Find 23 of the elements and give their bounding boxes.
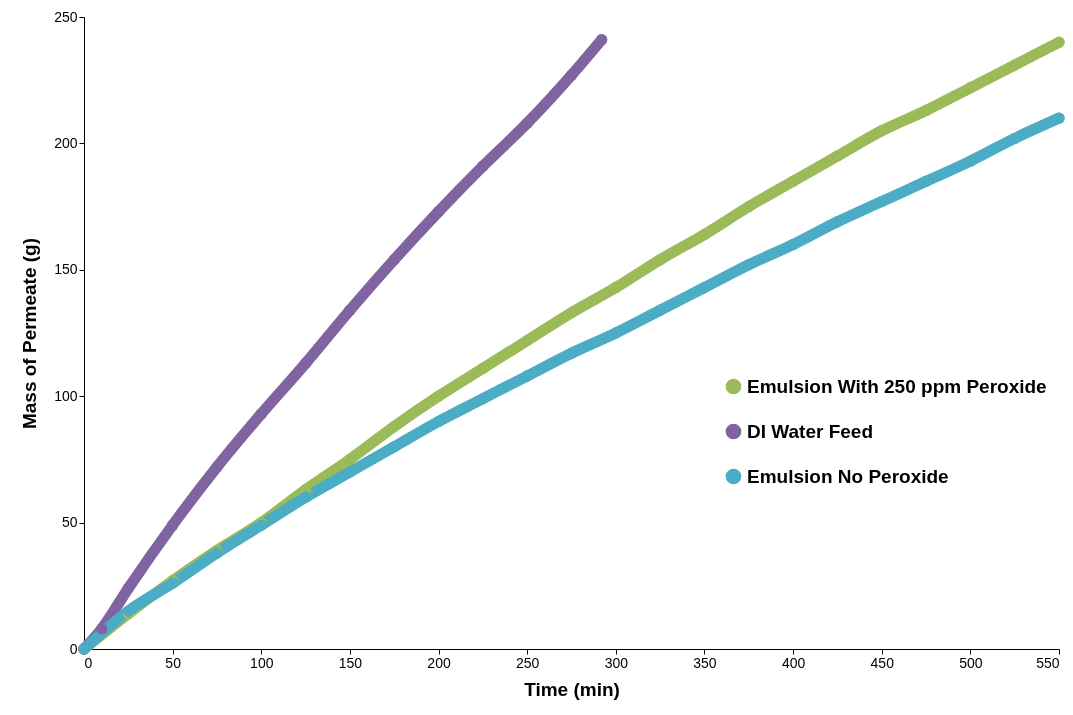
y-axis-title: Mass of Permeate (g) — [19, 237, 41, 430]
y-tick-label: 200 — [54, 134, 78, 151]
y-tick-label: 100 — [54, 387, 78, 404]
x-tick-label: 50 — [165, 654, 182, 671]
x-tick-label: 200 — [427, 654, 451, 671]
x-tick-label: 100 — [250, 654, 274, 671]
x-tick-label: 550 — [1036, 654, 1060, 671]
x-axis-title: Time (min) — [524, 678, 620, 700]
x-tick-label: 0 — [84, 654, 93, 671]
legend-label: Emulsion No Peroxide — [747, 465, 949, 487]
y-tick-label: 250 — [54, 8, 78, 25]
y-tick-label: 150 — [54, 261, 78, 278]
x-tick-label: 500 — [959, 654, 983, 671]
x-tick-label: 350 — [693, 654, 717, 671]
y-tick-label: 50 — [61, 514, 78, 531]
x-tick-label: 450 — [870, 654, 895, 671]
x-tick-label: 400 — [781, 654, 806, 671]
legend-label: Emulsion With 250 ppm Peroxide — [747, 375, 1047, 397]
x-tick-label: 300 — [604, 654, 629, 671]
x-tick-label: 250 — [516, 654, 540, 671]
y-tick-label: 0 — [69, 640, 78, 657]
x-tick-label: 150 — [338, 654, 363, 671]
legend-label: DI Water Feed — [747, 420, 873, 442]
